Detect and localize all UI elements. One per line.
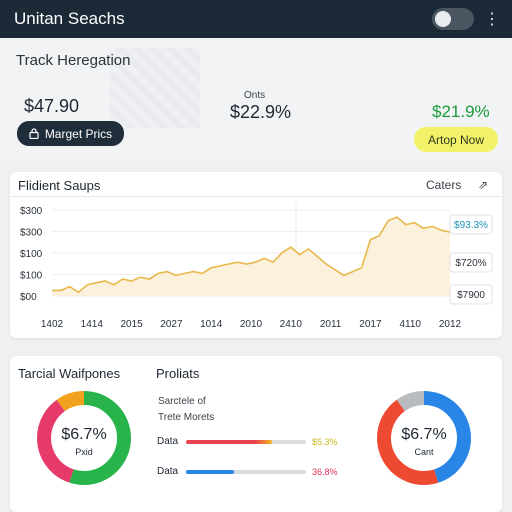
x-tick-label: 1414 <box>81 319 104 330</box>
donut-segment <box>377 391 471 485</box>
donut-segment <box>37 391 131 485</box>
donut-chart-left <box>37 391 131 485</box>
area-chart: $300 $300 $100 $100 $00 1402 1414 2015 2027 1014 2… <box>20 202 493 330</box>
donut-chart-right <box>377 391 471 485</box>
share-icon[interactable]: ⇗ <box>478 178 489 192</box>
section-title: Track Heregation <box>16 52 131 69</box>
callout-box <box>449 252 493 273</box>
x-tick-label: 2010 <box>240 319 263 330</box>
donut-value: $6.7% <box>401 426 447 443</box>
x-tick-label: 2011 <box>320 319 342 330</box>
x-tick-label: 4110 <box>399 319 421 330</box>
price-change: $21.9% <box>432 102 490 121</box>
donut-label: Cant <box>414 447 434 457</box>
kebab-menu-icon[interactable]: ⋮ <box>484 11 500 28</box>
stat-label: Onts <box>244 90 266 101</box>
y-tick-label: $300 <box>20 206 43 217</box>
x-tick-label: 2410 <box>280 319 303 330</box>
breakdown-card: Tarcial Waifpones Proliats Sarctele of T… <box>10 356 502 512</box>
app-title: Unitan Seachs <box>14 9 125 28</box>
divider <box>10 196 502 197</box>
chart-card: Flidient Saups Caters ⇗ $300 $300 $100 $100… <box>10 172 502 338</box>
background-pattern <box>110 48 200 128</box>
action-now-button[interactable]: Artop Now <box>414 127 498 152</box>
description-line: Trete Morets <box>158 412 215 423</box>
bar-label: Data <box>157 436 179 447</box>
description-line: Sarctele of <box>158 396 206 407</box>
theme-toggle[interactable] <box>432 8 474 30</box>
projects-title: Proliats <box>156 366 200 381</box>
price-secondary: $22.9% <box>230 102 292 122</box>
breakdown-title: Tarcial Waifpones <box>18 366 121 381</box>
progress-bar-track <box>186 470 306 474</box>
bar-value: 36.8% <box>312 467 338 477</box>
toggle-knob <box>435 11 451 27</box>
bar-label: Data <box>157 466 179 477</box>
donut-segment <box>377 391 471 485</box>
price-primary: $47.90 <box>24 96 80 116</box>
x-tick-label: 2027 <box>160 319 183 330</box>
callout-box <box>449 284 493 305</box>
manage-prices-button[interactable]: Marget Prics <box>17 121 124 146</box>
app-bar: Unitan Seachs ⋮ <box>0 0 512 38</box>
callout-label: $93.3% <box>454 220 488 231</box>
chart-filter-label[interactable]: Caters <box>426 178 462 192</box>
bar-value: $5.3% <box>312 437 338 447</box>
area-fill <box>52 217 450 296</box>
x-tick-label: 2015 <box>120 319 143 330</box>
donut-label: Pxid <box>75 447 93 457</box>
y-tick-label: $00 <box>20 292 37 303</box>
x-tick-label: 1014 <box>200 319 223 330</box>
summary-panel: Track Heregation $47.90 Onts $22.9% $21.… <box>0 38 512 160</box>
x-tick-label: 1402 <box>41 319 64 330</box>
progress-bar-fill <box>186 470 234 474</box>
lock-icon <box>29 128 39 139</box>
y-tick-label: $100 <box>20 271 43 282</box>
callout-label: $7900 <box>457 290 485 301</box>
series-line <box>52 216 451 294</box>
progress-bar-fill <box>186 440 273 444</box>
description: Sarctele of Trete Morets <box>158 394 214 426</box>
x-tick-label: 2017 <box>359 319 382 330</box>
donut-value: $6.7% <box>61 426 107 443</box>
chart-title: Flidient Saups <box>18 178 101 193</box>
callout-box <box>449 214 493 235</box>
y-tick-label: $300 <box>20 228 43 239</box>
y-tick-label: $100 <box>20 249 43 260</box>
manage-prices-label: Marget Prics <box>44 126 113 141</box>
callout-label: $720% <box>455 258 486 269</box>
donut-segment <box>37 391 131 485</box>
x-tick-label: 2012 <box>439 319 462 330</box>
